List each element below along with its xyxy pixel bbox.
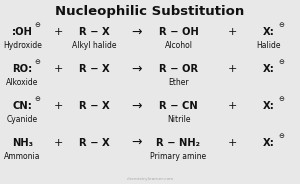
Text: Hydroxide: Hydroxide [3,42,42,50]
Text: R − NH₂: R − NH₂ [157,138,200,148]
Text: Nucleophilic Substitution: Nucleophilic Substitution [56,5,244,18]
Text: ⊖: ⊖ [278,133,284,139]
Text: +: + [54,138,63,148]
Text: R − OH: R − OH [159,27,198,37]
Text: R − X: R − X [79,101,110,111]
Text: →: → [131,63,142,75]
Text: X:: X: [262,27,274,37]
Text: R − X: R − X [79,138,110,148]
Text: Cyanide: Cyanide [7,115,38,124]
Text: →: → [131,136,142,149]
Text: CN:: CN: [13,101,32,111]
Text: ⊖: ⊖ [34,22,40,28]
Text: NH₃: NH₃ [12,138,33,148]
Text: +: + [54,101,63,111]
Text: +: + [228,27,237,37]
Text: Halide: Halide [256,42,281,50]
Text: →: → [131,26,142,39]
Text: +: + [228,64,237,74]
Text: chemistrylearner.com: chemistrylearner.com [126,177,174,181]
Text: Ammonia: Ammonia [4,152,41,161]
Text: X:: X: [262,64,274,74]
Text: X:: X: [262,101,274,111]
Text: R − X: R − X [79,64,110,74]
Text: Ether: Ether [168,78,189,87]
Text: Alcohol: Alcohol [164,42,193,50]
Text: Primary amine: Primary amine [150,152,207,161]
Text: ⊖: ⊖ [278,22,284,28]
Text: ⊖: ⊖ [278,96,284,102]
Text: Alkoxide: Alkoxide [6,78,39,87]
Text: :OH: :OH [12,27,33,37]
Text: R − CN: R − CN [159,101,198,111]
Text: →: → [131,99,142,112]
Text: +: + [228,138,237,148]
Text: ⊖: ⊖ [34,59,40,65]
Text: +: + [228,101,237,111]
Text: X:: X: [262,138,274,148]
Text: R − OR: R − OR [159,64,198,74]
Text: R − X: R − X [79,27,110,37]
Text: +: + [54,27,63,37]
Text: RO:: RO: [12,64,33,74]
Text: Alkyl halide: Alkyl halide [72,42,117,50]
Text: ⊖: ⊖ [34,96,40,102]
Text: Nitrile: Nitrile [167,115,190,124]
Text: +: + [54,64,63,74]
Text: ⊖: ⊖ [278,59,284,65]
